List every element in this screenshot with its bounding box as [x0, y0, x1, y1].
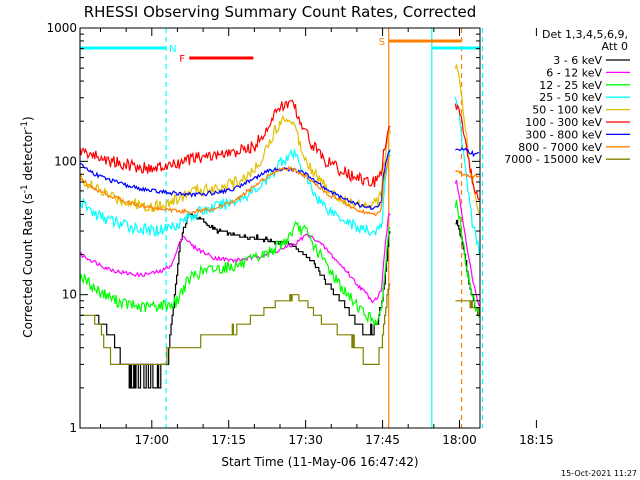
legend-header-attenuator: Att 0: [602, 40, 628, 53]
x-axis-label: Start Time (11-May-06 16:47:42): [221, 455, 418, 469]
legend-label-12-25-kev: 12 - 25 keV: [539, 79, 602, 92]
series-12-25-kev-seg-0: [79, 220, 391, 327]
y-tick-label-0: 1: [69, 421, 77, 435]
y-label-part-4: ): [21, 116, 35, 121]
series-3-6-kev-seg-0: [95, 213, 391, 389]
series-800-7000-kev-seg-1: [455, 169, 480, 179]
legend-label-3-6-kev: 3 - 6 keV: [553, 54, 602, 67]
y-label-part-2: detector: [21, 130, 35, 185]
legend-label-50-100-kev: 50 - 100 keV: [532, 104, 602, 117]
series-300-800-kev-seg-1: [455, 147, 480, 158]
y-axis-label: Corrected Count Rate (s-1 detector-1): [20, 116, 35, 337]
state-label-saa: S: [379, 37, 385, 48]
x-tick-label-4: 18:00: [442, 433, 477, 447]
legend-label-7000-15000-kev: 7000 - 15000 keV: [504, 153, 602, 166]
y-tick-label-1: 10: [62, 288, 77, 302]
series-50-100-kev-seg-1: [454, 64, 480, 214]
x-tick-label-1: 17:15: [211, 433, 246, 447]
series-800-7000-kev-seg-0: [79, 154, 391, 217]
series-300-800-kev-seg-0: [79, 150, 391, 211]
series-100-300-kev-seg-0: [79, 99, 391, 188]
chart-title: RHESSI Observing Summary Count Rates, Co…: [84, 3, 477, 21]
series-7000-15000-kev-seg-0: [80, 283, 391, 365]
series-7000-15000-kev-seg-1: [455, 300, 480, 316]
timestamp: 15-Oct-2021 11:27: [561, 469, 637, 478]
x-tick-label-2: 17:30: [288, 433, 323, 447]
y-tick-label-2: 100: [54, 154, 77, 168]
state-label-night: N: [169, 44, 176, 55]
y-tick-label-3: 1000: [46, 21, 77, 35]
state-label-flare: F: [179, 54, 185, 65]
y-label-part-0: Corrected Count Rate (s: [21, 193, 35, 337]
y-label-exp-1: -1: [20, 184, 30, 193]
series-25-50-kev-seg-0: [79, 148, 391, 238]
series-12-25-kev-seg-1: [454, 199, 480, 318]
legend-label-800-7000-kev: 800 - 7000 keV: [518, 141, 602, 154]
axes: 1 10 100 1000 17:00 17:15 17:30 17:45 18:00 18:15: [46, 21, 553, 447]
legend-label-100-300-kev: 100 - 300 keV: [525, 116, 602, 129]
series-6-12-kev-seg-1: [454, 180, 480, 307]
x-tick-label-3: 17:45: [365, 433, 400, 447]
y-label-exp-2: -1: [20, 121, 30, 130]
legend-header-detectors: Det 1,3,4,5,6,9,: [542, 28, 628, 41]
series-6-12-kev-seg-0: [79, 212, 391, 304]
legend-label-300-800-kev: 300 - 800 keV: [525, 128, 602, 141]
x-tick-label-5: 18:15: [519, 433, 554, 447]
series-lines: [79, 64, 480, 389]
legend-label-25-50-kev: 25 - 50 keV: [539, 91, 602, 104]
series-100-300-kev-seg-1: [454, 103, 480, 201]
x-tick-label-0: 17:00: [134, 433, 169, 447]
legend-label-6-12-kev: 6 - 12 keV: [546, 66, 602, 79]
